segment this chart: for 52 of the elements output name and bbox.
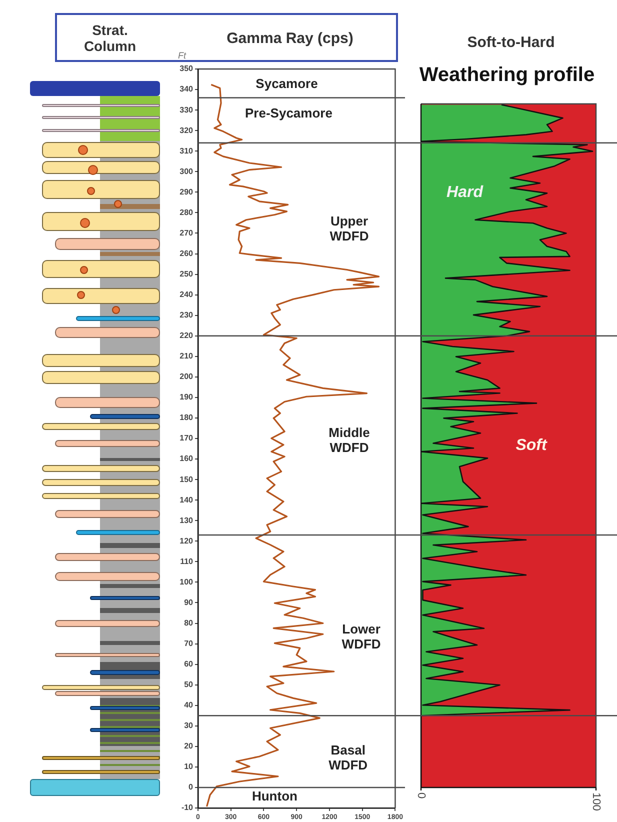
y-tick-label: 340	[180, 84, 194, 94]
y-tick-label: 260	[180, 248, 194, 258]
y-tick-label: 110	[180, 556, 194, 566]
annotation: Sycamore	[256, 76, 318, 92]
annotation: Hard	[446, 184, 484, 201]
y-tick-label: 40	[184, 700, 194, 710]
band-label: Soft	[516, 437, 548, 454]
y-tick-label: 310	[180, 146, 194, 156]
y-tick-label: 90	[184, 598, 194, 607]
y-tick-label: -10	[181, 803, 194, 812]
y-tick-label: 60	[184, 660, 194, 669]
y-tick-label: 320	[180, 126, 194, 135]
y-tick-label: 170	[180, 434, 194, 443]
y-tick-label: 130	[180, 516, 194, 525]
annotation: Hunton	[252, 788, 298, 804]
y-tick-label: 190	[180, 392, 194, 402]
y-tick-label: 140	[180, 495, 194, 504]
y-tick-label: 20	[184, 742, 194, 751]
y-tick-label: 210	[180, 352, 194, 361]
chart-subtitle: Weathering profile	[418, 64, 596, 87]
chart-title: Soft-to-Hard	[466, 34, 556, 51]
y-tick-label: 230	[180, 310, 194, 320]
y-tick-label: 290	[180, 187, 194, 196]
y-tick-label: 10	[184, 762, 194, 772]
annotation: Lower WDFD	[342, 621, 381, 652]
y-tick-label: 30	[184, 721, 194, 730]
y-tick-label: 330	[180, 105, 194, 114]
annotation: Basal WDFD	[328, 742, 368, 773]
text: Strat. Column	[82, 22, 138, 54]
y-tick-label: 50	[184, 680, 194, 690]
chart-title: Gamma Ray (cps)	[226, 30, 354, 47]
y-tick-label: 200	[180, 372, 194, 382]
y-tick-label: 80	[184, 618, 194, 628]
y-tick-label: 0	[188, 782, 194, 792]
y-tick-label: 220	[180, 331, 194, 340]
x-tick-label: 100	[590, 792, 602, 811]
y-tick-label: 280	[180, 208, 194, 217]
y-tick-label: 180	[180, 413, 194, 422]
y-tick-label: 160	[180, 454, 194, 464]
y-tick-label: 270	[180, 228, 194, 238]
y-tick-label: 120	[180, 536, 194, 546]
y-tick-label: 70	[184, 638, 194, 648]
annotation: Upper WDFD	[330, 213, 369, 244]
y-tick-label: 300	[180, 166, 194, 176]
y-tick-label: 240	[180, 290, 194, 300]
annotation: Pre-Sycamore	[244, 106, 332, 121]
y-tick-label: 150	[180, 474, 194, 484]
y-tick-label: 100	[180, 577, 194, 586]
annotation: Middle WDFD	[328, 424, 370, 455]
y-tick-label: 350	[180, 64, 194, 74]
y-tick-label: 250	[180, 269, 194, 278]
y-axis-title: Ft	[178, 50, 186, 60]
